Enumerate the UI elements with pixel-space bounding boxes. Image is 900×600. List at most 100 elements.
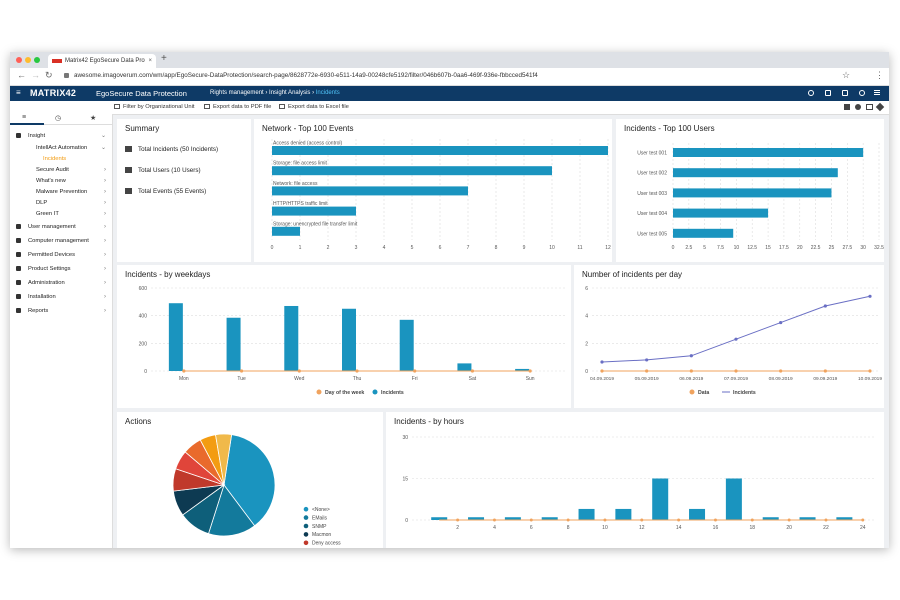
sidebar-item-insight[interactable]: Insight ⌄ (10, 131, 112, 141)
hamburger-menu-icon[interactable]: ≡ (16, 88, 21, 97)
export-pdf-button[interactable]: Export data to PDF file (204, 104, 271, 110)
per-day-card: Number of incidents per day 0 2 4 6 04.09.20… (574, 265, 884, 408)
sidebar-item-permitted-devices[interactable]: Permitted Devices › (10, 250, 112, 260)
sidebar-item-administration[interactable]: Administration › (10, 278, 112, 288)
chevron-right-icon[interactable]: › (104, 308, 106, 314)
filter-org-unit-button[interactable]: Filter by Organizational Unit (114, 104, 195, 110)
user-icon[interactable] (859, 90, 865, 96)
line-point (600, 369, 604, 373)
screen-icon[interactable] (866, 104, 873, 110)
browser-tab[interactable]: Matrix42 EgoSecure Data Protection × (48, 54, 156, 68)
y-tick-label: 0 (144, 369, 147, 375)
y-tick-label: 600 (139, 286, 148, 292)
breadcrumb-insight-analysis[interactable]: Insight Analysis (269, 90, 311, 96)
x-tick-label: 14 (676, 525, 682, 531)
chevron-down-icon[interactable]: ⌄ (100, 133, 106, 139)
sidebar-item-intellact-automation[interactable]: IntellAct Automation ⌄ (10, 143, 112, 153)
sidebar-item-malware-prevention[interactable]: Malware Prevention › (10, 187, 112, 197)
bar (673, 188, 832, 198)
browser-menu-icon[interactable]: ⋮ (875, 70, 884, 80)
x-tick-label: 6 (530, 525, 533, 531)
top-users-chart: 0 2.5 5 7.5 10 12.5 15 17.5 20 22.5 25 27.5 30 32.5 Us… (637, 143, 884, 251)
chevron-right-icon[interactable]: › (104, 238, 106, 244)
chevron-right-icon[interactable]: › (104, 189, 106, 195)
bar (284, 305, 299, 371)
close-window-button[interactable] (16, 57, 22, 63)
total-events-row[interactable]: Total Events (55 Events) (125, 188, 206, 195)
bar (457, 363, 472, 371)
chevron-down-icon[interactable]: ⌄ (100, 145, 106, 151)
zoom-window-button[interactable] (34, 57, 40, 63)
category-label: User test 003 (637, 191, 667, 197)
x-tick-label: 1 (299, 245, 302, 251)
x-tick-label: 09.09.2019 (813, 376, 837, 382)
category-label: User test 002 (637, 171, 667, 177)
x-tick-label: 10 (734, 245, 740, 251)
total-incidents-row[interactable]: Total Incidents (50 Incidents) (125, 146, 218, 153)
weekdays-card: Incidents - by weekdays 0 200 400 600 Mon Tue… (117, 265, 571, 408)
sidebar-item-installation[interactable]: Installation › (10, 292, 112, 302)
brand-logo: MATRIX42 (30, 88, 77, 98)
chevron-right-icon[interactable]: › (104, 200, 106, 206)
url-field[interactable]: awesome.imagoverum.com/wm/app/EgoSecure-… (64, 70, 844, 82)
chevron-right-icon[interactable]: › (104, 252, 106, 258)
category-label: Network: file access (273, 181, 318, 187)
tools-icon[interactable] (875, 102, 885, 112)
sidebar-item-product-settings[interactable]: Product Settings › (10, 264, 112, 274)
sidebar-item-secure-audit[interactable]: Secure Audit › (10, 165, 112, 175)
x-tick-label: Fri (412, 376, 418, 382)
gear-icon[interactable] (855, 104, 861, 110)
x-tick-label: Thu (353, 376, 362, 382)
y-tick-label: 0 (405, 518, 408, 524)
incidents-line (601, 295, 871, 363)
filter-funnel-icon[interactable] (844, 104, 850, 110)
sidebar: ≡ ◷ ★ Insight ⌄ IntellAct Automation ⌄ Incid… (10, 114, 113, 548)
total-users-row[interactable]: Total Users (10 Users) (125, 167, 201, 174)
history-tab-icon[interactable]: ◷ (55, 115, 62, 122)
x-tick-label: 04.09.2019 (590, 376, 614, 382)
search-icon[interactable] (808, 90, 814, 96)
category-label: User test 004 (637, 211, 667, 217)
sidebar-item-computer-management[interactable]: Computer management › (10, 236, 112, 246)
line-point (492, 518, 496, 522)
breadcrumb-rights-management[interactable]: Rights management (210, 90, 264, 96)
navigation-tab-icon[interactable]: ≡ (22, 114, 27, 121)
sidebar-item-incidents[interactable]: Incidents (10, 154, 112, 164)
favorites-tab-icon[interactable]: ★ (90, 115, 97, 122)
sidebar-item-user-management[interactable]: User management › (10, 222, 112, 232)
chevron-right-icon[interactable]: › (104, 178, 106, 184)
bookmark-star-icon[interactable]: ☆ (842, 70, 851, 80)
chevron-right-icon[interactable]: › (104, 280, 106, 286)
actions-chart-title: Actions (125, 417, 152, 426)
chevron-right-icon[interactable]: › (104, 294, 106, 300)
new-tab-button[interactable]: + (161, 53, 167, 64)
sidebar-item-dlp[interactable]: DLP › (10, 198, 112, 208)
x-tick-label: 24 (860, 525, 866, 531)
sidebar-item-green-it[interactable]: Green IT › (10, 209, 112, 219)
reload-button[interactable]: ↻ (45, 70, 53, 80)
back-button[interactable]: ← (17, 70, 26, 80)
x-tick-label: 0 (271, 245, 274, 251)
bar (725, 478, 742, 520)
legend-label: Incidents (381, 390, 404, 396)
bar (468, 517, 485, 520)
chevron-right-icon[interactable]: › (104, 266, 106, 272)
menu-icon[interactable] (874, 90, 880, 96)
tab-close-icon[interactable]: × (148, 58, 152, 64)
minimize-window-button[interactable] (25, 57, 31, 63)
weekdays-chart: 0 200 400 600 Mon Tue Wed Thu Fri Sat Sun Day of th… (139, 286, 567, 396)
monitor-icon[interactable] (825, 90, 831, 96)
line-point (645, 369, 649, 373)
sidebar-item-whats-new[interactable]: What's new › (10, 176, 112, 186)
message-icon[interactable] (842, 90, 848, 96)
export-excel-button[interactable]: Export data to Excel file (279, 104, 349, 110)
forward-button[interactable]: → (31, 70, 40, 80)
sidebar-item-label: Incidents (43, 156, 67, 162)
bar (578, 508, 595, 520)
x-tick-label: 25 (829, 245, 835, 251)
chevron-right-icon[interactable]: › (104, 167, 106, 173)
chevron-right-icon[interactable]: › (104, 211, 106, 217)
sidebar-item-reports[interactable]: Reports › (10, 306, 112, 316)
chevron-right-icon[interactable]: › (104, 224, 106, 230)
y-tick-label: 2 (585, 341, 588, 347)
